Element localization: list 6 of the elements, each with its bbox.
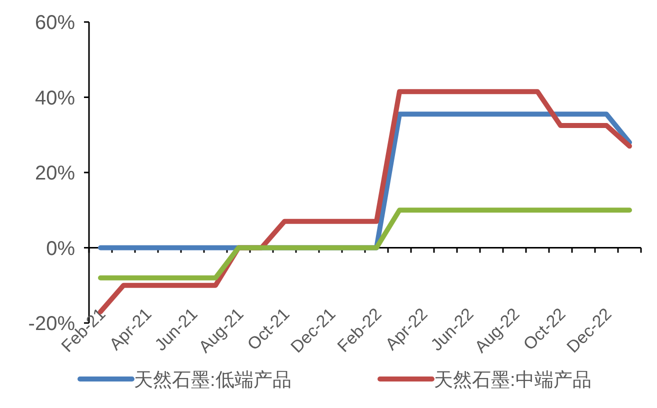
y-tick-label: 40%	[34, 87, 76, 110]
legend-label: 天然石墨:中端产品	[434, 370, 592, 391]
y-tick-label: 20%	[34, 162, 76, 184]
y-tick-label: 60%	[34, 12, 76, 34]
legend-label: 天然石墨:低端产品	[134, 370, 292, 391]
y-tick-label: 0%	[46, 238, 76, 260]
